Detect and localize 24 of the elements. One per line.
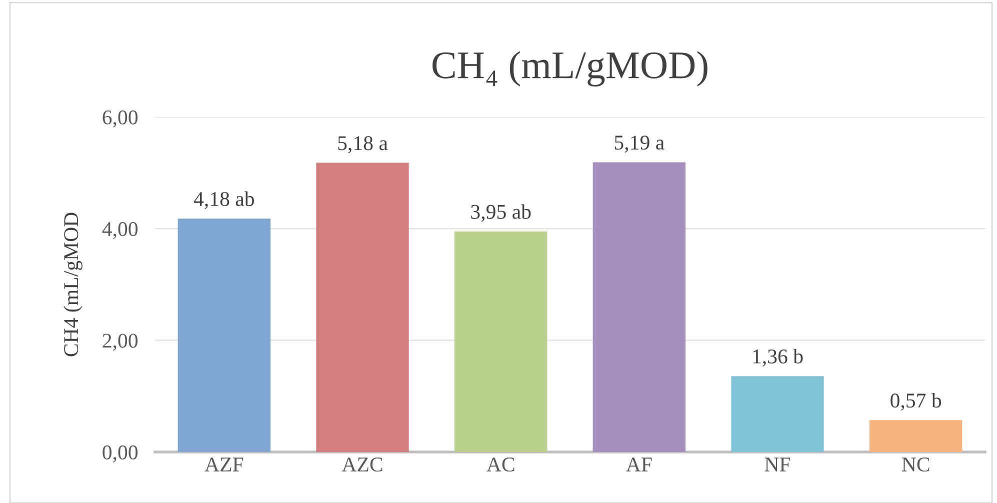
data-label: 4,18 ab	[194, 191, 254, 210]
bar	[869, 420, 962, 452]
bar	[731, 376, 824, 452]
x-tick-label: AZF	[204, 458, 244, 472]
data-label: 1,36 b	[753, 348, 803, 366]
x-tick-label: AZC	[342, 458, 382, 472]
bar	[316, 162, 409, 452]
x-tick-label: AC	[486, 458, 514, 472]
data-label: 5,18 a	[338, 136, 388, 154]
y-tick-label: 2,00	[102, 334, 138, 351]
chart-title: CH₄ (mL/gMOD)	[432, 51, 708, 87]
data-label: 0,57 b	[890, 392, 942, 411]
data-label: 5,19 a	[614, 136, 664, 153]
y-axis-title: CH4 (mL/gMOD	[63, 212, 82, 356]
bar	[592, 162, 686, 452]
y-tick-label: 6,00	[102, 110, 138, 128]
x-tick-label: NF	[764, 458, 790, 472]
y-tick-label: 0,00	[102, 445, 138, 462]
x-tick-label: NC	[902, 458, 930, 472]
bar	[454, 231, 548, 452]
data-label: 3,95 ab	[471, 204, 531, 222]
y-tick-label: 4,00	[102, 222, 138, 240]
x-tick-label: AF	[626, 458, 652, 472]
bar	[178, 218, 271, 452]
